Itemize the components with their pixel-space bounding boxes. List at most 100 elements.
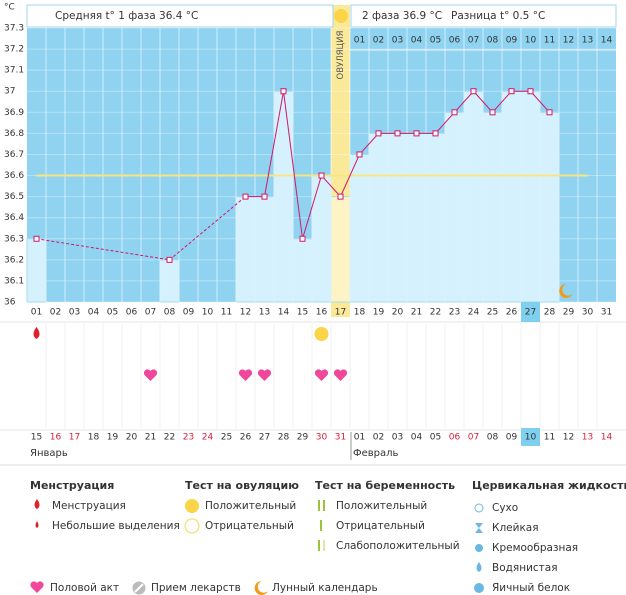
y-tick-label: 37 <box>4 87 15 97</box>
temperature-bar <box>254 196 275 303</box>
ovulation-label: ОВУЛЯЦИЯ <box>336 30 346 79</box>
legend-icon <box>475 523 483 533</box>
date-label: 30 <box>316 433 328 443</box>
date-label: 22 <box>164 433 175 443</box>
legend-icon <box>323 540 325 551</box>
temperature-bar <box>235 196 256 303</box>
y-tick-label: 36.9 <box>4 108 24 118</box>
x-tick-label: 28 <box>544 308 556 318</box>
menstruation-drop <box>33 327 40 339</box>
temperature-point <box>318 172 325 179</box>
legend-item: Лунный календарь <box>272 582 378 594</box>
intercourse-heart <box>333 369 348 381</box>
x-tick-label: 30 <box>582 308 594 318</box>
temperature-point <box>242 193 249 200</box>
legend-icon <box>323 500 325 511</box>
phase2-day: 01 <box>354 36 365 46</box>
date-label: 20 <box>126 433 138 443</box>
today-highlight <box>521 302 540 322</box>
y-tick-label: 36.7 <box>4 150 24 160</box>
legend-item: Половой акт <box>50 582 119 594</box>
temperature-point <box>280 88 287 95</box>
phase2-day: 11 <box>544 36 555 46</box>
moon-icon <box>559 283 573 298</box>
temperature-segment <box>359 133 379 155</box>
legend-item: Слабоположительный <box>336 540 460 552</box>
x-tick-label: 01 <box>31 308 42 318</box>
phase2-day: 14 <box>601 36 613 46</box>
x-tick-label: 18 <box>354 308 366 318</box>
x-tick-label: 20 <box>392 308 404 318</box>
legend-title: Цервикальная жидкость <box>472 479 626 492</box>
x-tick-label: 08 <box>164 308 176 318</box>
legend-item: Сухо <box>492 502 518 514</box>
legend-icon <box>254 580 268 595</box>
legend-item: Положительный <box>336 500 427 512</box>
x-tick-label: 14 <box>278 308 290 318</box>
phase2-day: 08 <box>487 36 499 46</box>
temperature-bar <box>273 90 294 303</box>
legend-icon <box>474 583 484 593</box>
temperature-bar <box>311 175 332 303</box>
phase2-day: 06 <box>449 36 461 46</box>
legend-item: Прием лекарств <box>151 582 241 594</box>
temperature-segment <box>283 91 303 239</box>
temperature-point <box>527 88 534 95</box>
phase2-day: 03 <box>392 36 403 46</box>
x-tick-label: 24 <box>468 308 480 318</box>
ovulation-sun <box>334 9 348 23</box>
temperature-bar <box>482 111 503 303</box>
date-label: 13 <box>582 433 593 443</box>
phase1-text: Средняя t° 1 фаза 36.4 °C <box>55 10 198 22</box>
phase1-box <box>26 4 334 28</box>
phase2-day: 04 <box>411 36 423 46</box>
date-label: 15 <box>31 433 42 443</box>
temperature-point <box>489 109 496 116</box>
x-tick-label: 06 <box>126 308 138 318</box>
x-tick-label: 11 <box>221 308 232 318</box>
temperature-point <box>470 88 477 95</box>
phase2-text: 2 фаза 36.9 °C <box>362 10 442 22</box>
date-label: 06 <box>449 433 461 443</box>
legend-icon <box>184 518 200 534</box>
temperature-segment <box>321 175 341 197</box>
x-tick-label: 17 <box>335 308 346 318</box>
x-tick-label: 15 <box>297 308 308 318</box>
temperature-bar <box>520 90 541 303</box>
x-tick-label: 23 <box>449 308 460 318</box>
x-tick-label: 22 <box>430 308 441 318</box>
date-label: 31 <box>335 433 346 443</box>
y-tick-label: 36.6 <box>4 171 24 181</box>
temperature-segment <box>473 90 493 113</box>
temperature-segment <box>492 90 512 113</box>
temperature-point <box>546 109 553 116</box>
ovulation-test <box>314 327 329 341</box>
temperature-point <box>375 130 382 137</box>
legend-item: Менструация <box>52 500 126 512</box>
date-label: 24 <box>202 433 214 443</box>
temperature-segment <box>169 196 246 261</box>
legend-icon <box>474 503 484 513</box>
date-label: 28 <box>278 433 290 443</box>
date-label: 27 <box>259 433 270 443</box>
x-tick-label: 10 <box>202 308 214 318</box>
date-label: 14 <box>601 433 613 443</box>
temperature-bar <box>463 90 484 303</box>
phase2-day: 12 <box>563 36 574 46</box>
legend-icon <box>318 500 320 511</box>
y-tick-label: 37.3 <box>4 24 24 34</box>
temperature-bar <box>425 132 446 303</box>
month-label: Февраль <box>353 448 399 459</box>
legend-item: Положительный <box>205 500 296 512</box>
temperature-segment <box>340 154 360 197</box>
date-label: 10 <box>525 433 537 443</box>
phase2-day: 07 <box>468 36 479 46</box>
temperature-point <box>33 235 40 242</box>
intercourse-heart <box>238 369 253 381</box>
temperature-point <box>508 88 515 95</box>
x-tick-label: 19 <box>373 308 385 318</box>
temperature-bar <box>330 196 351 303</box>
legend-item: Небольшие выделения <box>52 520 180 532</box>
legend-item: Кремообразная <box>492 542 578 554</box>
temperature-point <box>432 130 439 137</box>
